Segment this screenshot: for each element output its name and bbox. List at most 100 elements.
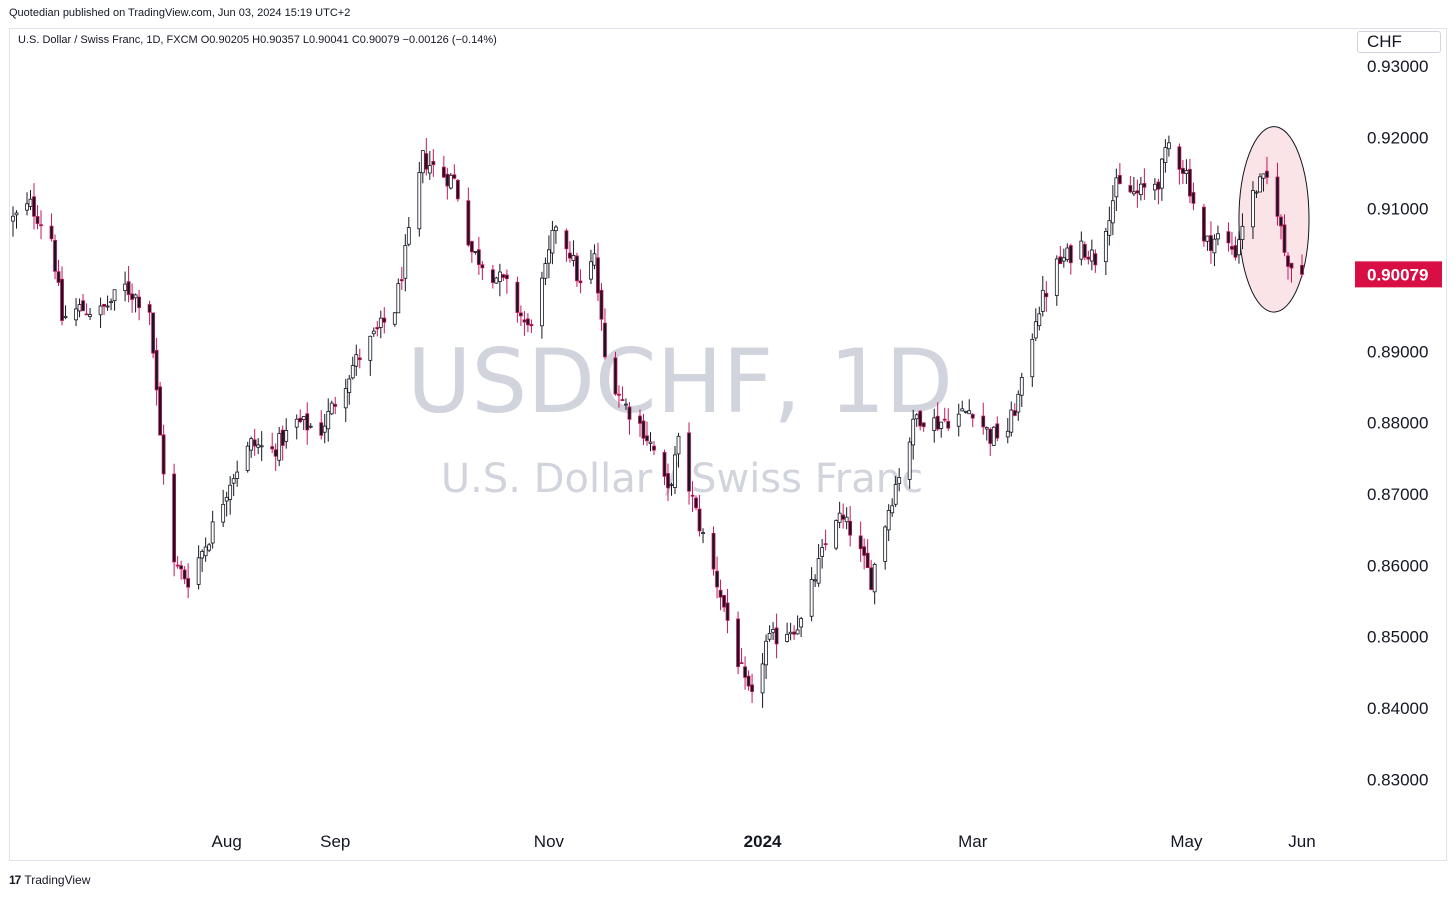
candle-body [203, 546, 208, 557]
candle-body [872, 563, 877, 593]
candle-body [890, 505, 895, 514]
candle-body [1159, 158, 1164, 189]
candle-body [249, 438, 254, 451]
candle-body [245, 445, 250, 471]
tradingview-logo-icon: 17 [9, 873, 21, 887]
chart-frame [9, 28, 1447, 861]
candle-body [476, 249, 481, 265]
candle-body [1128, 185, 1133, 193]
candle-body [932, 417, 937, 431]
candle-body [645, 435, 649, 442]
candle-body [221, 503, 226, 523]
currency-label[interactable]: CHF [1357, 31, 1441, 53]
candle-body [687, 432, 691, 492]
candle-body [746, 675, 751, 687]
candle-body [273, 449, 278, 457]
candle-body [848, 520, 853, 536]
candle-body [210, 521, 215, 544]
candle-body [333, 404, 338, 407]
candle-body [399, 279, 404, 282]
candle-body [767, 633, 772, 640]
candle-body [53, 239, 57, 272]
candle-body [1275, 176, 1280, 217]
candle-body [722, 595, 726, 608]
candle-body [518, 312, 523, 317]
candle-body [690, 494, 695, 497]
candle-body [319, 422, 324, 436]
candle-body [403, 245, 408, 279]
candle-body [991, 426, 996, 446]
candle-body [627, 406, 632, 420]
candle-body [147, 304, 152, 313]
candle-body [907, 441, 912, 480]
candle-body [529, 324, 534, 327]
candle-body [596, 257, 600, 294]
candle-body [820, 547, 825, 557]
candle-body [179, 565, 184, 570]
candle-body [1005, 430, 1010, 438]
candle-body [963, 410, 968, 413]
candle-body [371, 330, 376, 335]
candle-body [504, 274, 509, 280]
candle-body [1177, 146, 1182, 170]
candle-body [35, 216, 40, 224]
candle-body [1188, 168, 1192, 197]
candle-body [1212, 238, 1217, 254]
candle-body [1254, 191, 1259, 194]
candle-body [1065, 247, 1070, 260]
candle-body [1058, 256, 1063, 265]
x-axis-tick-label: Sep [320, 832, 350, 851]
candle-body [1184, 170, 1189, 175]
candle-body [1300, 264, 1304, 275]
candle-body [375, 327, 380, 330]
candle-body [74, 308, 78, 321]
candle-body [620, 399, 625, 401]
candle-body [84, 313, 89, 316]
candle-body [11, 215, 15, 222]
candle-body [1103, 231, 1108, 263]
candle-body [641, 420, 646, 439]
candle-body [1012, 410, 1017, 416]
candle-body [942, 418, 947, 421]
x-axis-tick-label: May [1170, 832, 1203, 851]
candle-body [329, 402, 334, 415]
candle-body [1156, 181, 1161, 190]
candle-body [154, 349, 159, 391]
candle-body [648, 441, 653, 444]
candle-body [158, 386, 163, 436]
candle-body [207, 544, 212, 551]
candle-body [441, 166, 446, 178]
candle-body [525, 318, 530, 326]
candle-body [305, 413, 310, 431]
candle-body [182, 569, 187, 580]
candle-body [914, 414, 919, 420]
candle-body [1289, 262, 1294, 269]
candle-body [1251, 190, 1255, 228]
candle-body [25, 203, 29, 211]
candle-body [1131, 191, 1136, 195]
candle-body [1117, 175, 1122, 185]
candle-body [224, 496, 229, 502]
candle-body [652, 445, 656, 451]
candle-body [592, 253, 597, 266]
candle-body [235, 471, 240, 479]
candle-body [589, 261, 593, 280]
candle-body [911, 418, 916, 446]
candle-body [1261, 173, 1266, 179]
candle-body [1258, 176, 1262, 193]
candle-body [946, 421, 951, 429]
candle-body [1265, 170, 1269, 178]
candle-body [883, 526, 888, 562]
candle-body [893, 484, 898, 505]
y-axis-tick-label: 0.87000 [1367, 485, 1428, 504]
highlight-ellipse [1238, 126, 1310, 313]
candle-body [109, 301, 113, 304]
candle-body [1033, 321, 1038, 339]
candle-body [14, 212, 19, 216]
candle-body [799, 618, 804, 628]
candle-body [256, 444, 261, 448]
x-axis-tick-label: Mar [958, 832, 988, 851]
candle-body [396, 283, 401, 314]
candle-body [252, 439, 257, 447]
